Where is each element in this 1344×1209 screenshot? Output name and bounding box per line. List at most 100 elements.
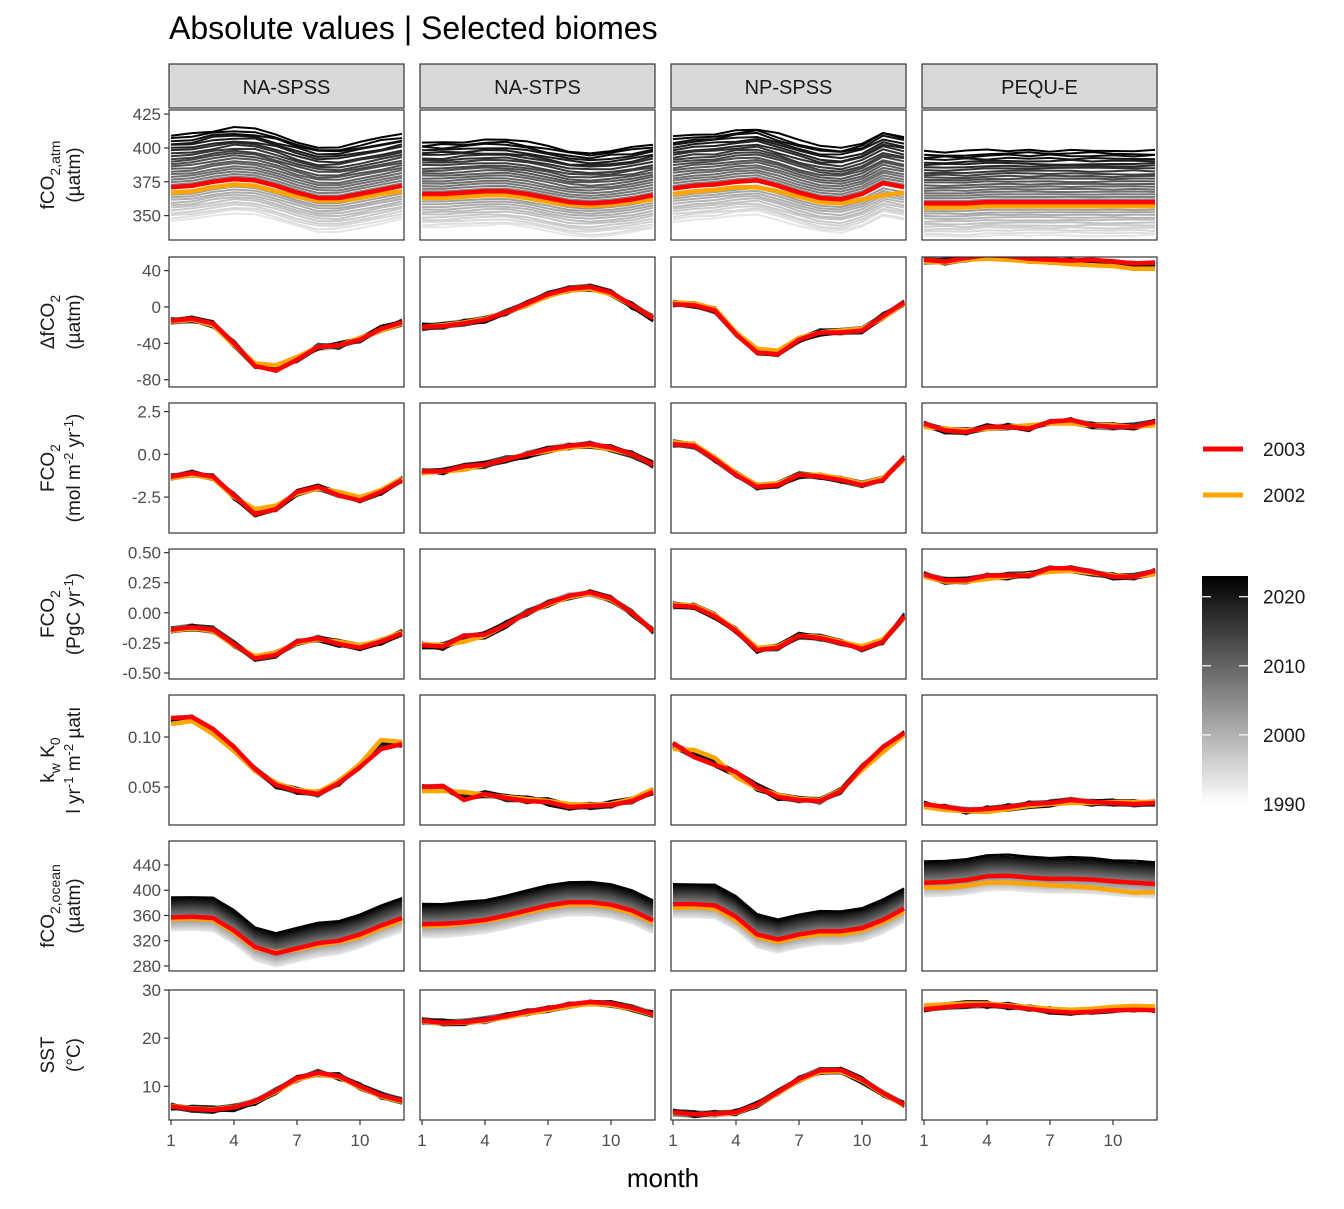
series-line-2003	[923, 257, 1156, 266]
year-line-2009	[421, 174, 654, 189]
series-line-2003	[421, 899, 654, 927]
year-line-1992	[672, 1067, 905, 1116]
year-line-2013	[672, 153, 905, 176]
series-line-2002	[422, 193, 654, 209]
chart-title: Absolute values | Selected biomes	[169, 10, 658, 46]
year-line-2020	[421, 147, 654, 162]
series-lines	[672, 601, 906, 655]
year-line-2010	[923, 182, 1156, 188]
year-line-2005	[421, 184, 654, 200]
panel-border	[419, 256, 656, 388]
year-line-2006	[672, 733, 905, 806]
year-line-2007	[672, 1070, 905, 1118]
year-line-2019	[672, 1070, 905, 1117]
year-line-2020	[923, 156, 1156, 162]
panel-border	[168, 256, 405, 388]
x-tick-label: 10	[1104, 1131, 1123, 1150]
year-line-2021	[672, 1072, 905, 1117]
year-line-2016	[923, 861, 1156, 871]
year-line-1999	[672, 1066, 905, 1118]
series-line-2003	[672, 300, 906, 357]
series-line-2003	[673, 901, 906, 942]
year-line-2007	[672, 169, 905, 191]
panel-border	[670, 989, 907, 1121]
series-line-2003	[672, 178, 905, 202]
panel-fco2_pgc-na-stps	[419, 548, 656, 680]
colorbar-label-2010: 2010	[1263, 657, 1305, 678]
year-line-2014	[421, 162, 654, 176]
year-line-2022	[170, 130, 403, 152]
year-line-2014	[672, 151, 905, 173]
series-line-2003	[170, 624, 403, 661]
series-line-2002	[170, 317, 403, 368]
year-line-2022	[421, 881, 654, 907]
year-line-2023	[672, 733, 905, 803]
year-line-2004	[672, 733, 905, 805]
svg-text:(mol m-2 yr-1): (mol m-2 yr-1)	[61, 414, 85, 523]
year-line-2000	[923, 877, 1156, 889]
year-line-2000	[422, 197, 654, 213]
x-tick-label: 4	[229, 1131, 238, 1150]
year-line-1991	[672, 209, 905, 232]
year-line-1993	[421, 215, 654, 231]
series-line-2003	[421, 284, 655, 330]
panel-border	[670, 256, 907, 388]
year-line-2005	[672, 174, 905, 196]
series-lines	[923, 148, 1156, 238]
year-line-2018	[672, 139, 905, 163]
panel-border	[921, 548, 1158, 680]
year-line-1991	[170, 208, 403, 231]
year-line-2011	[170, 157, 403, 179]
year-line-2008	[421, 177, 654, 192]
series-lines	[421, 589, 655, 652]
panel-border	[419, 694, 656, 826]
series-lines	[923, 1000, 1156, 1016]
series-line-2003	[924, 199, 1155, 206]
year-line-2016	[170, 143, 403, 167]
year-line-1992	[421, 218, 654, 233]
series-lines	[421, 880, 654, 939]
panel-sst-np-spss	[670, 989, 907, 1121]
panel-fco2_pgc-pequ-e	[921, 548, 1158, 680]
year-line-1994	[672, 202, 905, 225]
legend: 2003 2002 1990 2000 2010 2020	[1202, 440, 1305, 816]
series-lines	[421, 440, 654, 476]
panel-border	[921, 402, 1158, 534]
series-line-2003	[671, 731, 906, 804]
year-line-2013	[923, 174, 1156, 180]
year-line-2010	[170, 160, 403, 181]
year-line-1997	[672, 732, 905, 803]
panel-fco2ocean-na-stps	[419, 840, 656, 972]
y-tick-label: 0.50	[128, 544, 161, 563]
year-line-2016	[672, 1069, 905, 1117]
year-line-1995	[672, 199, 905, 221]
row-label-dfco2: ΔfCO2 (µatm)	[38, 294, 85, 349]
row-label-fco2_pgc: FCO2 (PgC yr-1)	[38, 573, 85, 655]
year-line-2017	[923, 164, 1156, 169]
year-line-1995	[672, 735, 905, 801]
series-lines	[421, 138, 654, 238]
year-line-1996	[170, 196, 403, 218]
year-line-2022	[923, 151, 1156, 157]
panel-fco2_pgc-np-spss	[670, 548, 907, 680]
year-line-2020	[170, 898, 403, 938]
panel-fco2_mol-na-stps	[419, 402, 656, 534]
year-line-2004	[421, 187, 654, 202]
year-line-1990	[672, 1069, 905, 1117]
y-tick-label: 360	[133, 906, 161, 925]
y-tick-label: 425	[133, 105, 161, 124]
series-lines	[170, 469, 404, 518]
panel-border	[419, 989, 656, 1121]
year-line-2022	[170, 896, 403, 936]
y-tick-label: -40	[136, 334, 161, 353]
year-line-1991	[923, 231, 1156, 237]
year-line-2023	[421, 138, 654, 155]
series-line-2002	[924, 203, 1155, 210]
year-line-1991	[421, 221, 654, 237]
y-tick-label: -0.25	[122, 634, 161, 653]
year-line-2023	[672, 1071, 905, 1117]
series-lines	[170, 315, 403, 373]
year-line-1997	[672, 1069, 905, 1117]
y-tick-label: 30	[142, 981, 161, 1000]
year-line-2022	[672, 1068, 905, 1117]
